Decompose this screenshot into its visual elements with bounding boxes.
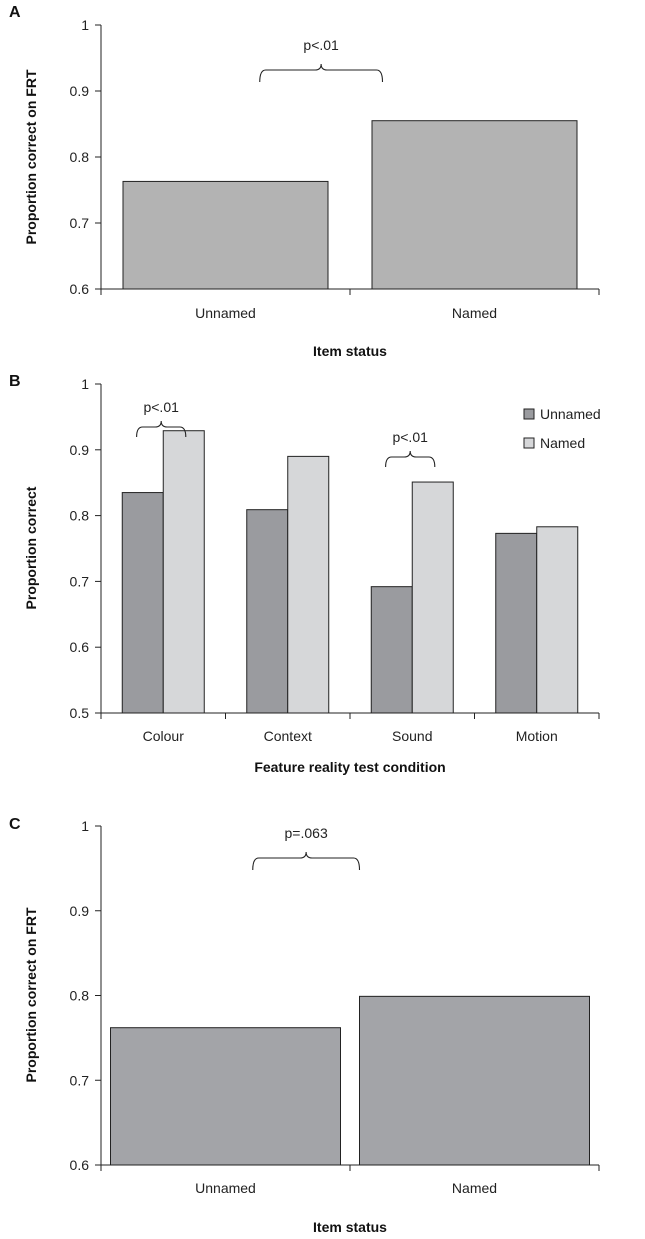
- x-category-label: Context: [264, 728, 312, 744]
- y-tick-label: 0.9: [70, 903, 90, 919]
- y-tick-label: 1: [81, 818, 89, 834]
- legend-swatch-unnamed: [523, 408, 535, 420]
- x-category-label: Unnamed: [195, 305, 256, 321]
- significance-label: p=.063: [285, 825, 328, 841]
- y-tick-label: 0.5: [70, 705, 90, 721]
- y-tick-label: 0.9: [70, 83, 90, 99]
- panel-letter: A: [9, 4, 21, 21]
- panel-letter: B: [9, 373, 21, 390]
- x-axis-title: Item status: [313, 1219, 387, 1235]
- x-axis-title: Feature reality test condition: [254, 759, 445, 775]
- x-category-label: Named: [452, 305, 497, 321]
- y-tick-label: 0.8: [70, 988, 90, 1004]
- x-category-label: Sound: [392, 728, 432, 744]
- significance-label: p<.01: [392, 429, 428, 445]
- chart-panel-a: A 0.6 0.7 0.8 0.9 1 Unnamed Named Item status Pro…: [9, 4, 600, 359]
- bar-named-sound: [411, 481, 454, 714]
- y-tick-label: 0.6: [70, 281, 90, 297]
- bar-unnamed-context: [246, 509, 289, 714]
- bar-unnamed-colour: [121, 492, 164, 714]
- significance-label: p<.01: [303, 37, 339, 53]
- chart-panel-c: C 0.6 0.7 0.8 0.9 1 Unnamed Named Item status Pro…: [9, 816, 600, 1235]
- y-tick-label: 0.7: [70, 1072, 90, 1088]
- y-tick-label: 0.8: [70, 508, 90, 524]
- y-tick-label: 1: [81, 376, 89, 392]
- bar-unnamed-motion: [495, 532, 538, 714]
- y-axis-title: Proportion correct on FRT: [23, 69, 39, 244]
- panel-letter: C: [9, 816, 21, 833]
- x-category-label: Motion: [516, 728, 558, 744]
- bar-named: [371, 120, 578, 290]
- y-tick-label: 0.7: [70, 215, 90, 231]
- legend: Unnamed Named: [523, 406, 601, 451]
- significance-label: p<.01: [143, 399, 179, 415]
- x-category-label: Unnamed: [195, 1180, 256, 1196]
- bar-named-context: [287, 455, 330, 714]
- bar-unnamed-sound: [370, 586, 413, 714]
- significance-brace: [385, 450, 436, 468]
- y-axis-title: Proportion correct on FRT: [23, 907, 39, 1082]
- significance-brace: [252, 851, 361, 871]
- bar-named-motion: [536, 526, 579, 714]
- significance-brace: [136, 420, 187, 438]
- y-tick-label: 0.9: [70, 442, 90, 458]
- bar-named-colour: [162, 430, 205, 714]
- y-tick-label: 0.8: [70, 149, 90, 165]
- y-tick-label: 0.6: [70, 639, 90, 655]
- bar-unnamed: [122, 180, 329, 290]
- y-tick-label: 1: [81, 17, 89, 33]
- x-category-label: Named: [452, 1180, 497, 1196]
- legend-swatch-named: [523, 437, 535, 449]
- x-axis-title: Item status: [313, 343, 387, 359]
- y-tick-label: 0.7: [70, 573, 90, 589]
- y-tick-label: 0.6: [70, 1157, 90, 1173]
- legend-label-named: Named: [540, 435, 585, 451]
- x-category-label: Colour: [143, 728, 185, 744]
- y-axis-title: Proportion correct: [23, 486, 39, 609]
- bar-unnamed: [110, 1027, 341, 1166]
- bar-named: [359, 995, 590, 1166]
- significance-brace: [259, 63, 384, 83]
- legend-label-unnamed: Unnamed: [540, 406, 601, 422]
- chart-panel-b: B 0.5 0.6 0.7 0.8 0.9 1 Colour Context Sound Motio…: [9, 373, 601, 775]
